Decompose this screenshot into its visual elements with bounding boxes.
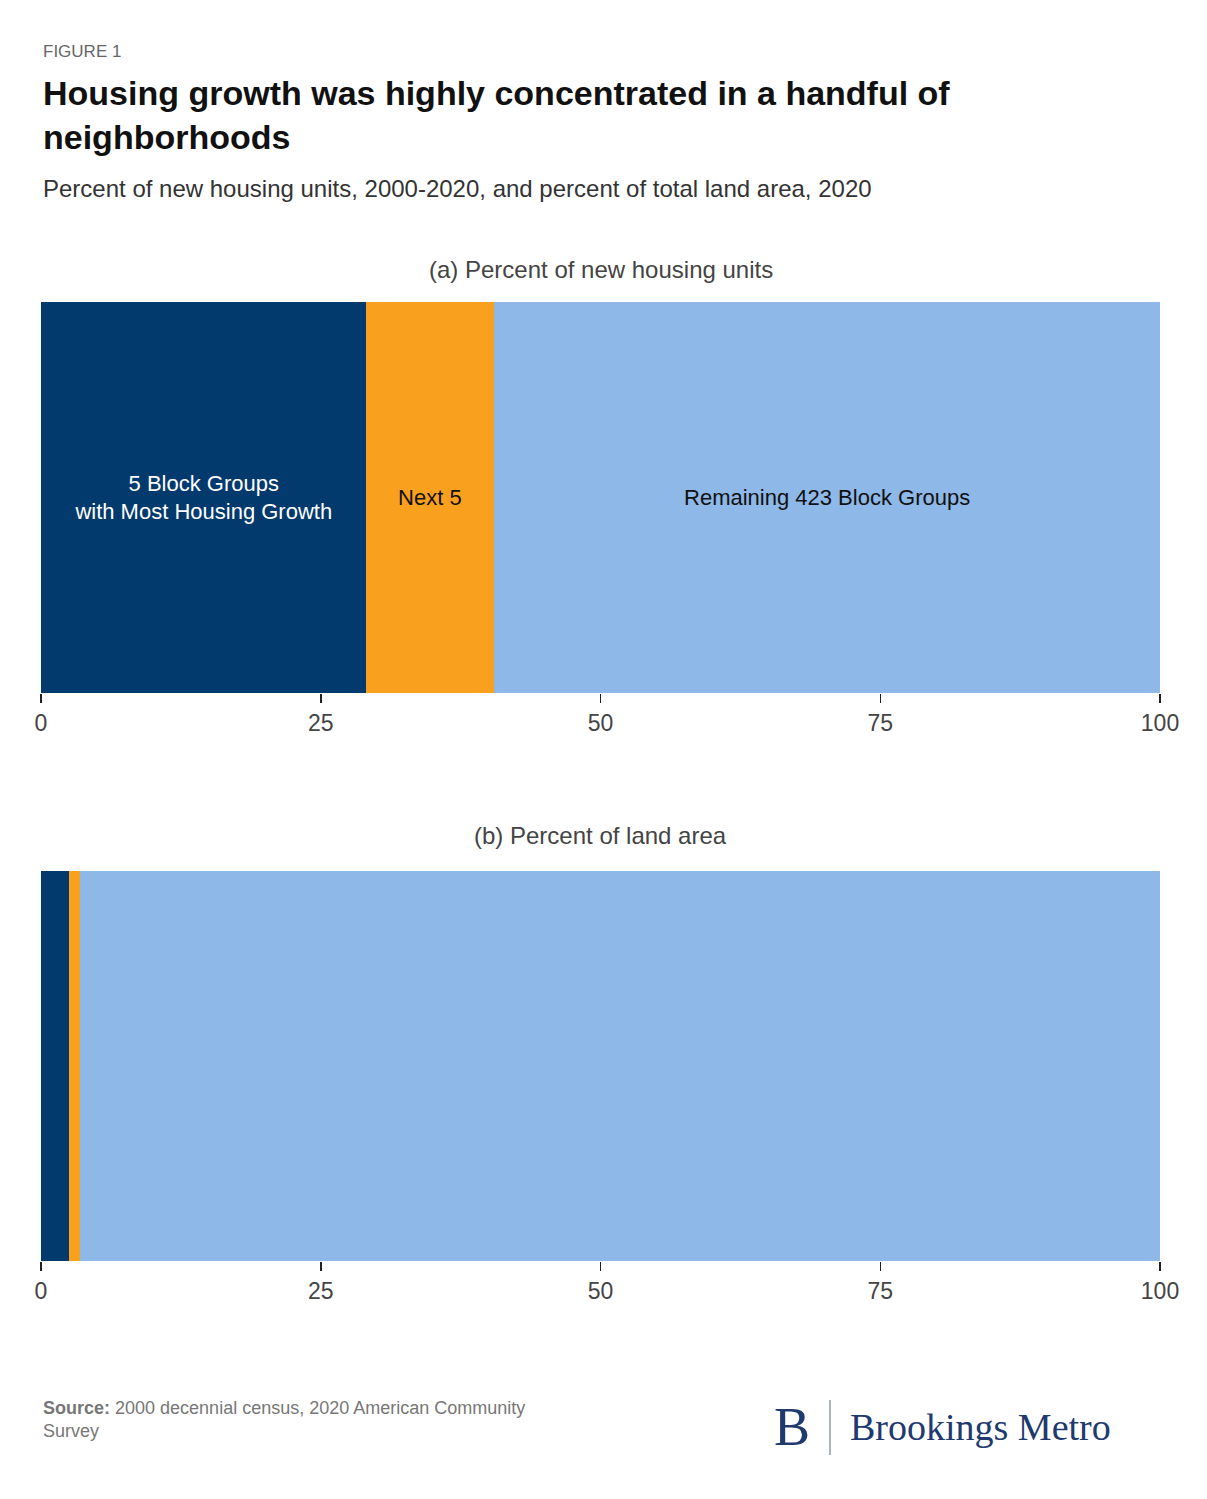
svg-text:FIGURE 1: FIGURE 1 (43, 42, 121, 61)
svg-text:Percent of new housing units,: Percent of new housing units, 2000-2020,… (43, 175, 872, 202)
svg-text:75: 75 (867, 710, 893, 736)
svg-text:(b) Percent of land area: (b) Percent of land area (474, 822, 727, 849)
svg-text:50: 50 (588, 710, 614, 736)
svg-text:5 Block Groupswith Most Housin: 5 Block Groupswith Most Housing Growth (74, 471, 332, 525)
svg-text:Remaining 423 Block Groups: Remaining 423 Block Groups (684, 485, 970, 510)
svg-text:Brookings Metro: Brookings Metro (850, 1406, 1111, 1448)
svg-text:Housing growth was highly conc: Housing growth was highly concentrated i… (43, 74, 950, 156)
svg-text:25: 25 (308, 1278, 334, 1304)
svg-text:25: 25 (308, 710, 334, 736)
svg-text:0: 0 (35, 1278, 48, 1304)
svg-text:75: 75 (867, 1278, 893, 1304)
svg-text:Next 5: Next 5 (398, 485, 462, 510)
svg-text:100: 100 (1141, 1278, 1179, 1304)
svg-text:100: 100 (1141, 710, 1179, 736)
svg-text:Source: 2000 decennial census,: Source: 2000 decennial census, 2020 Amer… (43, 1398, 525, 1441)
svg-text:0: 0 (35, 710, 48, 736)
svg-text:(a) Percent of new housing uni: (a) Percent of new housing units (429, 256, 773, 283)
svg-text:B: B (774, 1397, 810, 1457)
svg-text:50: 50 (588, 1278, 614, 1304)
